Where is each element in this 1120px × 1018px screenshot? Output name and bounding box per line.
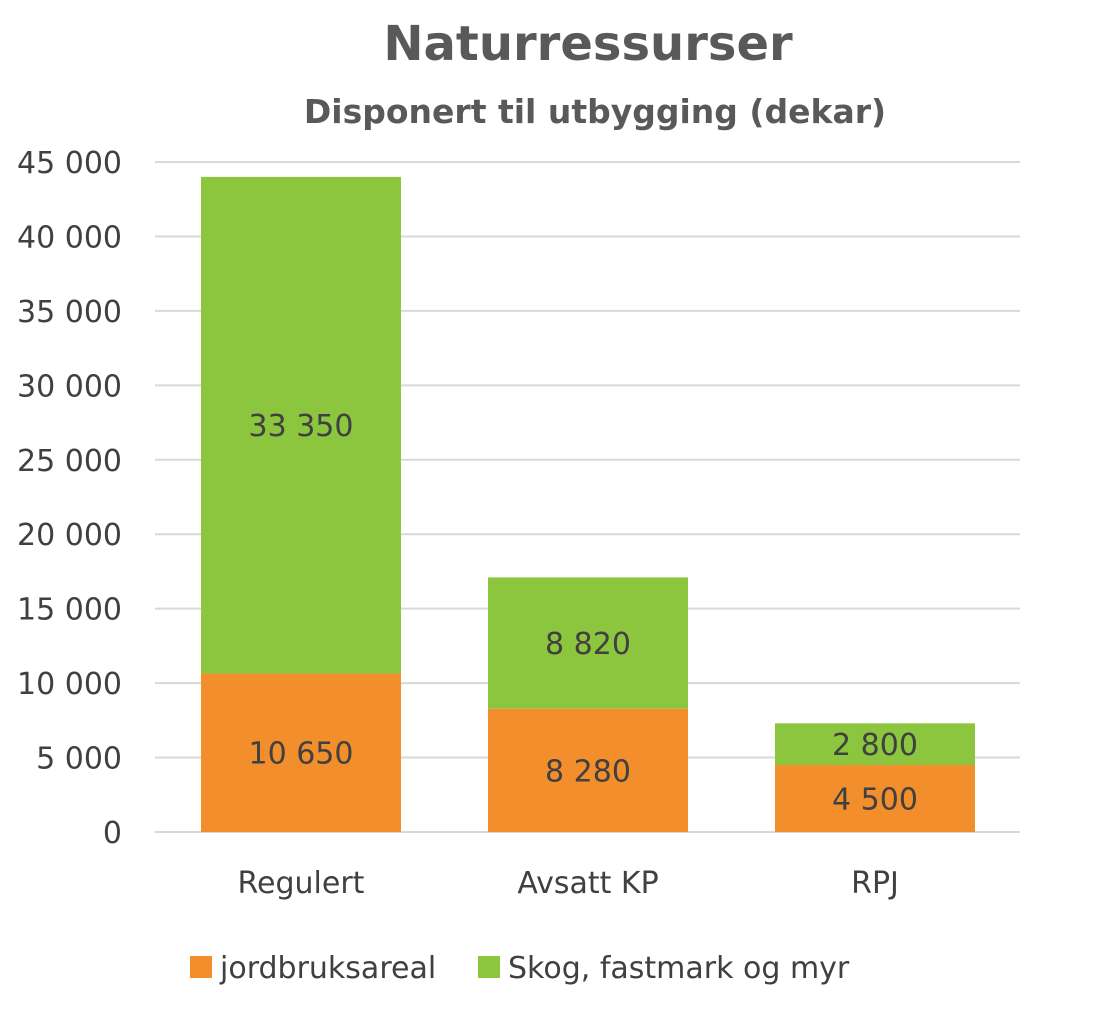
bar-segment	[488, 577, 688, 709]
y-tick-label: 25 000	[17, 444, 122, 479]
y-tick-label: 30 000	[17, 369, 122, 404]
data-label: 10 650	[249, 737, 354, 772]
y-axis-ticks: 0 5 000 10 000 15 000 20 000 25 000 30 000 35 0…	[17, 146, 122, 851]
category-label: RPJ	[851, 866, 899, 901]
legend: jordbruksareal Skog, fastmark og myr	[190, 951, 850, 986]
data-label: 2 800	[832, 728, 918, 763]
bar-segment	[775, 723, 975, 765]
legend-label: jordbruksareal	[219, 951, 436, 986]
category-label: Avsatt KP	[517, 866, 658, 901]
bar-segment	[201, 673, 401, 832]
y-tick-label: 45 000	[17, 146, 122, 181]
y-tick-label: 5 000	[36, 742, 122, 777]
y-tick-label: 40 000	[17, 220, 122, 255]
category-label: Regulert	[238, 866, 365, 901]
legend-swatch	[190, 956, 212, 978]
data-label: 4 500	[832, 783, 918, 818]
chart-title: Naturressurser	[383, 16, 793, 72]
bar-segment	[488, 708, 688, 832]
data-label: 33 350	[249, 409, 354, 444]
data-label: 8 280	[545, 754, 631, 789]
data-labels: 10 650 33 350 8 280 8 820 4 500 2 800	[249, 409, 918, 817]
chart-subtitle: Disponert til utbygging (dekar)	[304, 92, 886, 131]
y-tick-label: 20 000	[17, 518, 122, 553]
bar-segment	[775, 765, 975, 832]
y-tick-label: 0	[103, 816, 122, 851]
legend-label: Skog, fastmark og myr	[508, 951, 850, 986]
bars	[201, 176, 975, 832]
y-tick-label: 15 000	[17, 593, 122, 628]
legend-swatch	[478, 956, 500, 978]
y-tick-label: 35 000	[17, 295, 122, 330]
bar-segment	[201, 176, 401, 674]
y-tick-label: 10 000	[17, 667, 122, 702]
category-labels: Regulert Avsatt KP RPJ	[238, 866, 899, 901]
data-label: 8 820	[545, 627, 631, 662]
